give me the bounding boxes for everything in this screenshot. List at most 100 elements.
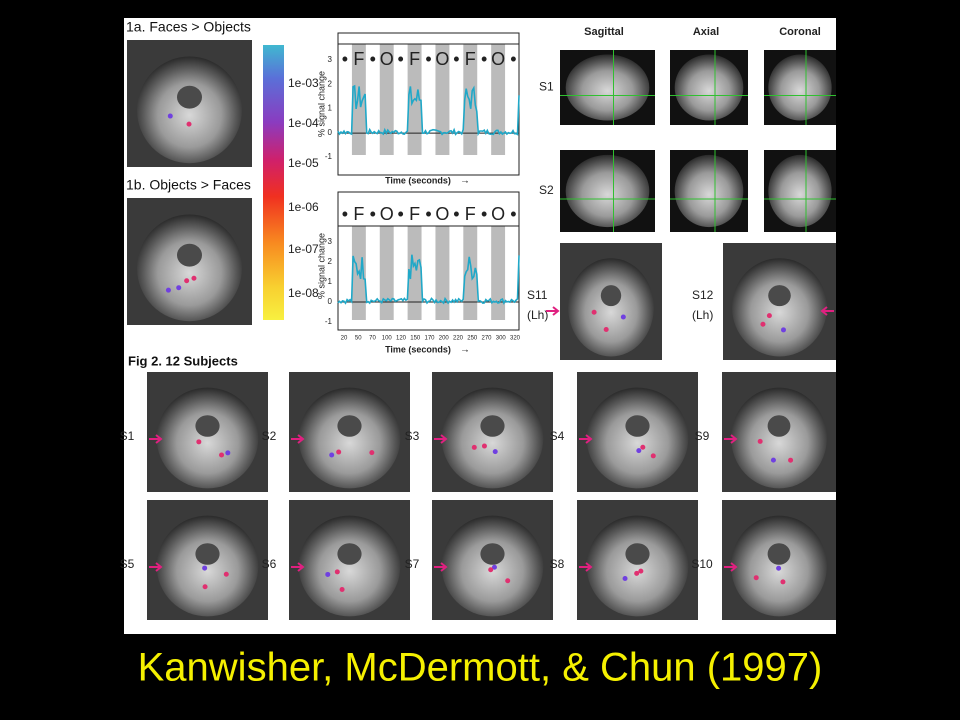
- brain-slice: [156, 387, 259, 489]
- x-tick-label: 50: [355, 336, 362, 342]
- brain-stem: [195, 415, 220, 437]
- x-tick-label: 20: [341, 336, 348, 342]
- y-tick-label: 3: [328, 55, 333, 64]
- condition-label: F: [409, 204, 420, 224]
- figure-title: Fig 2. 12 Subjects: [128, 353, 238, 368]
- brain-stem: [337, 415, 362, 437]
- subject-label: S5: [120, 557, 135, 571]
- arrow-marker: [546, 306, 560, 316]
- y-tick-label: -1: [325, 317, 333, 326]
- activation: [219, 452, 225, 458]
- hemisphere-note: (Lh): [692, 308, 713, 322]
- subject-label: S4: [550, 429, 565, 443]
- activation: [225, 450, 231, 456]
- brain-stem: [767, 415, 791, 437]
- brain-view: [565, 154, 650, 228]
- activation: [336, 449, 342, 455]
- y-tick-label: 2: [328, 257, 333, 266]
- colorbar: [263, 45, 284, 320]
- arrow: →: [460, 176, 470, 187]
- dot: •: [481, 204, 487, 224]
- x-tick-label: 150: [410, 336, 421, 342]
- colorbar-label: 1e-04: [288, 116, 319, 130]
- activation: [603, 326, 609, 332]
- activation: [481, 443, 487, 449]
- activation: [788, 457, 794, 463]
- condition-label: F: [353, 204, 364, 224]
- panel-title: 1a. Faces > Objects: [126, 19, 251, 35]
- block-stripe: [351, 44, 366, 155]
- dot: •: [397, 49, 403, 69]
- brain-stem: [480, 543, 505, 565]
- dot: •: [342, 49, 348, 69]
- block-stripe: [491, 44, 506, 155]
- hemisphere-note: (Lh): [527, 308, 548, 322]
- arrow-marker: [579, 434, 593, 444]
- activation: [757, 438, 763, 444]
- y-axis-label: % signal change: [316, 233, 326, 299]
- arrow-marker: [820, 306, 834, 316]
- y-tick-label: 2: [328, 79, 333, 88]
- activation: [591, 309, 597, 315]
- activation: [202, 565, 208, 571]
- signal-trace: [337, 254, 520, 305]
- signal-trace: [337, 84, 520, 137]
- activation: [488, 567, 494, 573]
- x-tick-label: 170: [424, 336, 435, 342]
- activation: [334, 569, 340, 575]
- colorbar-label: 1e-08: [288, 286, 319, 300]
- colorbar-label: 1e-03: [288, 76, 319, 90]
- x-tick-label: 120: [396, 336, 407, 342]
- condition-label: O: [491, 49, 505, 69]
- dot: •: [510, 49, 516, 69]
- brain-view: [768, 154, 832, 228]
- activation: [780, 579, 786, 585]
- activation: [196, 439, 202, 445]
- activation: [760, 321, 766, 327]
- subject-label: S8: [550, 557, 565, 571]
- subject-label: S1: [120, 429, 135, 443]
- block-stripe: [379, 44, 394, 155]
- x-tick-label: 70: [369, 336, 376, 342]
- block-stripe: [379, 226, 394, 320]
- y-tick-label: -1: [325, 152, 333, 161]
- dot: •: [370, 204, 376, 224]
- activation: [640, 444, 646, 450]
- block-stripe: [407, 226, 422, 320]
- plot-frame: [337, 191, 520, 331]
- subject-label: S3: [405, 429, 420, 443]
- brain-slice: [732, 258, 827, 357]
- x-axis-label: Time (seconds): [385, 175, 451, 185]
- subject-label: S7: [405, 557, 420, 571]
- activation: [202, 584, 208, 590]
- brain-view: [674, 154, 744, 228]
- condition-label: F: [465, 49, 476, 69]
- activation: [492, 449, 498, 455]
- activation: [620, 314, 626, 320]
- subject-label: S10: [691, 557, 713, 571]
- activation: [176, 285, 182, 291]
- view-header: Coronal: [779, 26, 821, 38]
- brain-stem: [600, 285, 622, 307]
- block-stripe: [435, 226, 450, 320]
- x-tick-label: 200: [439, 336, 450, 342]
- colorbar-label: 1e-05: [288, 156, 319, 170]
- activation: [471, 444, 477, 450]
- condition-label: F: [353, 49, 364, 69]
- activation: [165, 287, 171, 293]
- brain-view: [768, 54, 832, 121]
- brain-stem: [480, 415, 505, 437]
- dot: •: [481, 49, 487, 69]
- brain-slice: [137, 214, 242, 322]
- x-tick-label: 320: [510, 336, 521, 342]
- activation: [369, 450, 375, 456]
- x-axis-label: Time (seconds): [385, 344, 451, 354]
- condition-label: O: [380, 49, 394, 69]
- activation: [505, 578, 511, 584]
- activation: [776, 565, 782, 571]
- x-tick-label: 250: [467, 336, 478, 342]
- block-stripe: [435, 44, 450, 155]
- brain-slice: [586, 515, 689, 617]
- condition-label: F: [409, 49, 420, 69]
